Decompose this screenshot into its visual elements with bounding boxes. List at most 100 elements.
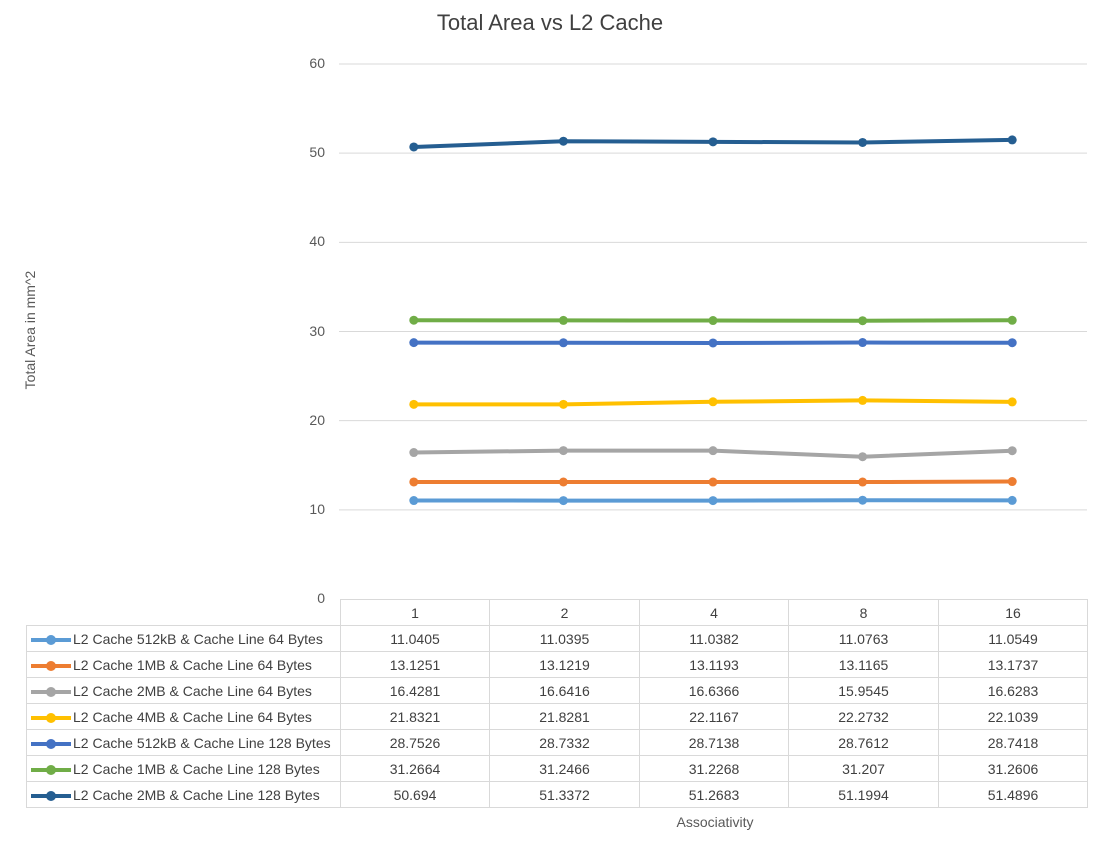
data-table: 1 2 4 8 16 L2 Cache 512kB & Cache Line 64 Byt… — [26, 599, 1088, 808]
data-point-s3-4 — [1007, 397, 1017, 407]
table-cell: 11.0549 — [938, 625, 1088, 652]
table-cell: 51.3372 — [489, 781, 640, 808]
y-tick-label: 30 — [309, 322, 325, 339]
data-point-s6-0 — [409, 142, 419, 152]
legend-label: L2 Cache 1MB & Cache Line 128 Bytes — [73, 760, 320, 777]
table-row: L2 Cache 2MB & Cache Line 64 Bytes 16.428… — [26, 677, 1088, 704]
legend-label: L2 Cache 2MB & Cache Line 64 Bytes — [73, 682, 312, 699]
data-point-s0-4 — [1007, 495, 1017, 505]
data-point-s2-3 — [858, 452, 868, 462]
table-row: L2 Cache 512kB & Cache Line 128 Bytes 28.… — [26, 729, 1088, 756]
x-category-label: 4 — [639, 599, 789, 626]
table-cell: 15.9545 — [788, 677, 939, 704]
data-point-s6-1 — [558, 136, 568, 146]
data-point-s0-2 — [708, 496, 718, 506]
table-row: L2 Cache 1MB & Cache Line 64 Bytes 13.125… — [26, 651, 1088, 678]
data-point-s0-3 — [858, 495, 868, 505]
legend-entry: L2 Cache 4MB & Cache Line 64 Bytes — [26, 703, 341, 730]
table-cell: 13.1737 — [938, 651, 1088, 678]
data-point-s1-2 — [708, 477, 718, 487]
y-tick-label: 10 — [309, 500, 325, 517]
data-point-s6-3 — [858, 137, 868, 147]
table-cell: 28.7526 — [340, 729, 490, 756]
table-cell: 16.6366 — [639, 677, 789, 704]
table-cell: 50.694 — [340, 781, 490, 808]
data-point-s2-2 — [708, 446, 718, 456]
data-point-s0-1 — [558, 496, 568, 506]
table-cell: 11.0395 — [489, 625, 640, 652]
table-cell: 13.1165 — [788, 651, 939, 678]
data-point-s5-1 — [558, 315, 568, 325]
table-cell: 28.7332 — [489, 729, 640, 756]
table-row: L2 Cache 4MB & Cache Line 64 Bytes 21.832… — [26, 703, 1088, 730]
x-category-label: 2 — [489, 599, 640, 626]
data-point-s4-3 — [858, 338, 868, 348]
y-tick-label: 60 — [309, 55, 325, 71]
legend-label: L2 Cache 512kB & Cache Line 64 Bytes — [73, 630, 323, 647]
table-header-row: 1 2 4 8 16 — [26, 599, 1088, 626]
legend-entry: L2 Cache 1MB & Cache Line 128 Bytes — [26, 755, 341, 782]
data-point-s1-1 — [558, 477, 568, 487]
y-tick-label: 0 — [317, 590, 325, 606]
data-point-s1-0 — [409, 477, 419, 487]
data-point-s2-4 — [1007, 446, 1017, 456]
y-tick-label: 50 — [309, 144, 325, 161]
table-cell: 16.4281 — [340, 677, 490, 704]
table-cell: 31.207 — [788, 755, 939, 782]
table-cell: 51.4896 — [938, 781, 1088, 808]
table-cell: 51.1994 — [788, 781, 939, 808]
table-cell: 31.2664 — [340, 755, 490, 782]
x-axis-title: Associativity — [676, 814, 754, 830]
table-cell: 16.6283 — [938, 677, 1088, 704]
data-point-s5-2 — [708, 316, 718, 326]
table-row: L2 Cache 2MB & Cache Line 128 Bytes 50.69… — [26, 781, 1088, 808]
data-point-s4-2 — [708, 338, 718, 348]
data-point-s4-0 — [409, 338, 419, 348]
table-cell: 31.2606 — [938, 755, 1088, 782]
y-tick-label: 20 — [309, 411, 325, 428]
legend-label: L2 Cache 1MB & Cache Line 64 Bytes — [73, 656, 312, 673]
y-tick-label: 40 — [309, 233, 325, 250]
table-cell: 31.2466 — [489, 755, 640, 782]
legend-key-marker — [31, 790, 71, 801]
chart-title: Total Area vs L2 Cache — [436, 10, 664, 35]
legend-entry: L2 Cache 512kB & Cache Line 128 Bytes — [26, 729, 341, 756]
x-category-label: 1 — [340, 599, 490, 626]
data-point-s1-4 — [1007, 477, 1017, 487]
data-point-s3-2 — [708, 397, 718, 407]
table-cell: 22.1167 — [639, 703, 789, 730]
table-cell: 13.1251 — [340, 651, 490, 678]
legend-label: L2 Cache 4MB & Cache Line 64 Bytes — [73, 708, 312, 725]
legend-entry: L2 Cache 2MB & Cache Line 128 Bytes — [26, 781, 341, 808]
table-cell: 16.6416 — [489, 677, 640, 704]
table-cell: 21.8281 — [489, 703, 640, 730]
table-cell: 28.7138 — [639, 729, 789, 756]
data-point-s5-0 — [409, 315, 419, 325]
data-point-s4-4 — [1007, 338, 1017, 348]
legend-key-marker — [31, 764, 71, 775]
legend-key-marker — [31, 712, 71, 723]
legend-entry: L2 Cache 512kB & Cache Line 64 Bytes — [26, 625, 341, 652]
table-corner — [26, 599, 341, 626]
data-point-s5-4 — [1007, 315, 1017, 325]
table-cell: 22.2732 — [788, 703, 939, 730]
table-cell: 13.1219 — [489, 651, 640, 678]
table-cell: 51.2683 — [639, 781, 789, 808]
legend-label: L2 Cache 2MB & Cache Line 128 Bytes — [73, 786, 320, 803]
data-point-s2-1 — [558, 446, 568, 456]
legend-key-marker — [31, 738, 71, 749]
data-point-s0-0 — [409, 496, 419, 506]
legend-key-marker — [31, 634, 71, 645]
x-category-label: 16 — [938, 599, 1088, 626]
legend-key-marker — [31, 660, 71, 671]
table-cell: 21.8321 — [340, 703, 490, 730]
table-cell: 28.7418 — [938, 729, 1088, 756]
table-cell: 13.1193 — [639, 651, 789, 678]
table-cell: 11.0382 — [639, 625, 789, 652]
data-point-s6-4 — [1007, 135, 1017, 145]
legend-key-marker — [31, 686, 71, 697]
x-category-label: 8 — [788, 599, 939, 626]
y-axis-title: Total Area in mm^2 — [22, 270, 38, 390]
data-point-s3-1 — [558, 399, 568, 409]
